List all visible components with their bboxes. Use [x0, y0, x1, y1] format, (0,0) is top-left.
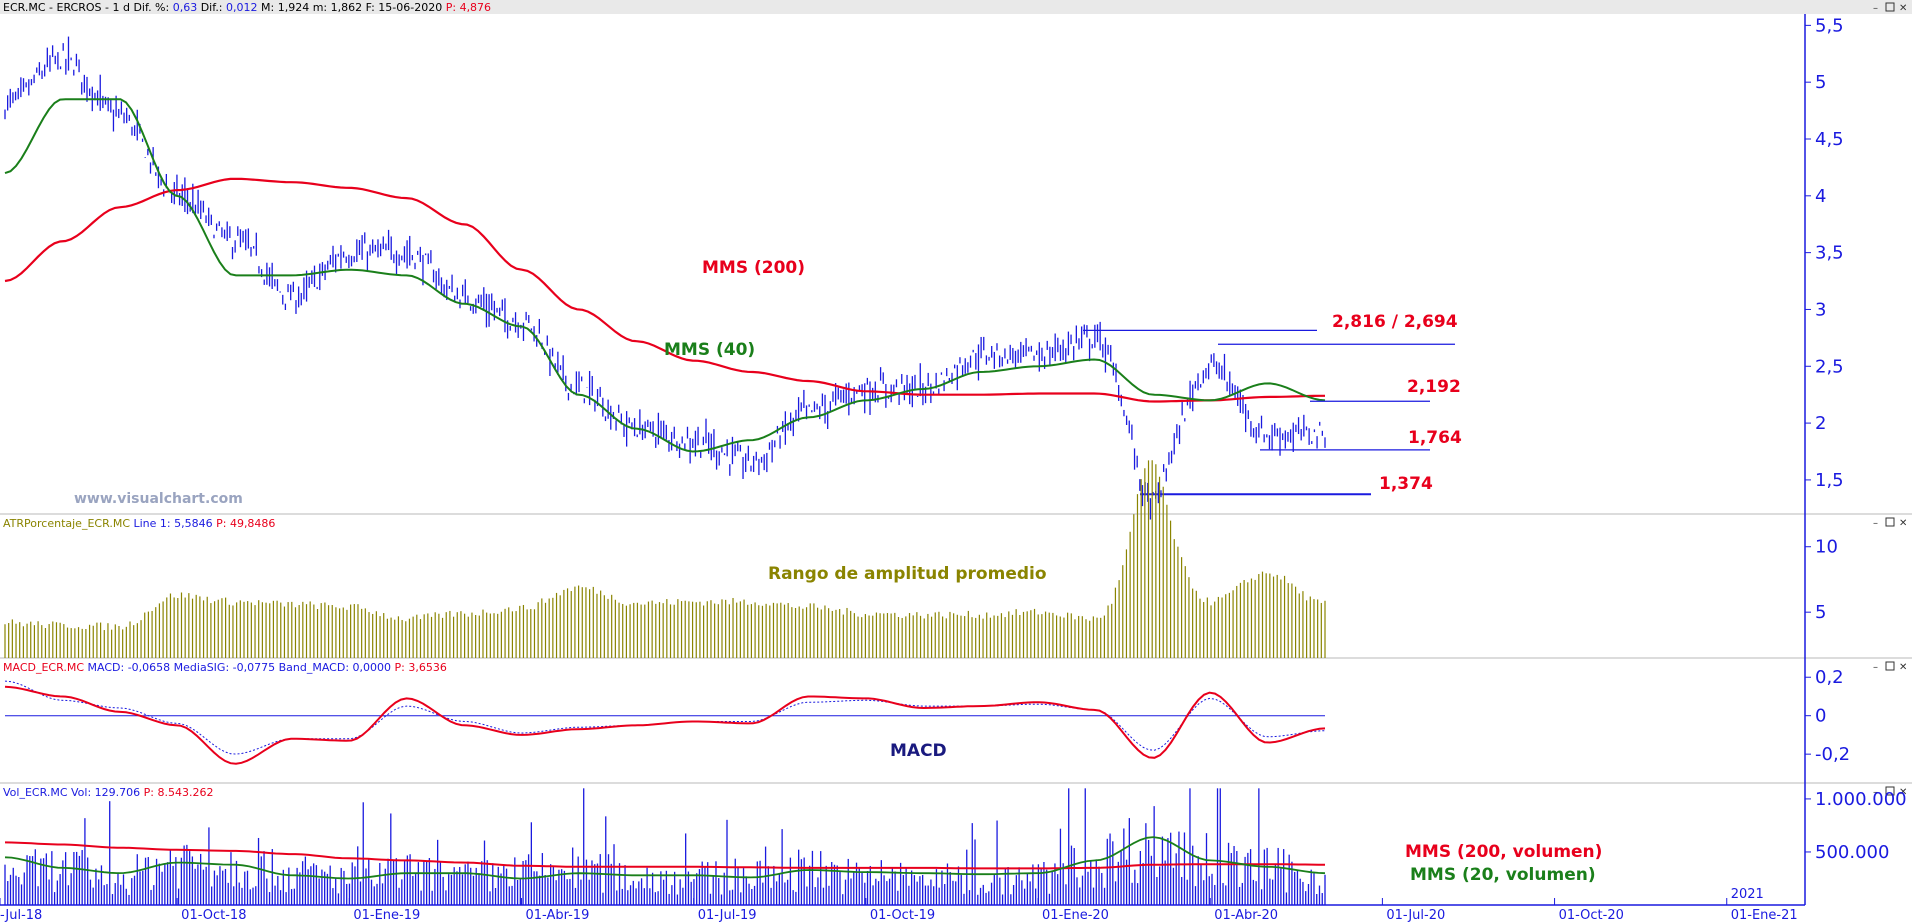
minimize-icon[interactable]: –: [1873, 3, 1878, 14]
volume-window-buttons[interactable]: – ✕: [1873, 786, 1907, 798]
y-tick-label: 4,5: [1815, 129, 1844, 150]
y-tick-label: 1,5: [1815, 470, 1844, 491]
x-tick-label: 01-Jul-20: [1386, 908, 1445, 922]
volume-header: Vol_ECR.MC Vol: 129.706 P: 8.543.262: [3, 786, 214, 799]
macd-header: MACD_ECR.MC MACD: -0,0658 MediaSIG: -0,0…: [3, 661, 447, 674]
y-tick-label: 5,5: [1815, 15, 1844, 36]
atr-label: Rango de amplitud promedio: [768, 564, 1047, 584]
price-header-dif-label: Dif.:: [197, 1, 222, 14]
x-tick-label: 01-Abr-19: [526, 908, 590, 922]
y-tick-label: 2: [1815, 413, 1826, 434]
x-tick-label: 01-Ene-19: [353, 908, 420, 922]
volume-bars: [4, 788, 1326, 905]
level-mid-label: 2,192: [1407, 377, 1461, 397]
volume-moving-averages: [4, 836, 1326, 880]
price-bars: [4, 36, 1326, 520]
mms20v-label: MMS (20, volumen): [1410, 865, 1596, 885]
y-tick-label: 3,5: [1815, 243, 1844, 264]
x-tick-label: 01-Jul-19: [698, 908, 757, 922]
mms40-line: [4, 98, 1326, 453]
atr-bars: [4, 460, 1326, 658]
signal-line: [4, 680, 1326, 755]
x-tick-label: 01-Ene-20: [1042, 908, 1109, 922]
mms200-line: [4, 177, 1325, 403]
mms200-label: MMS (200): [702, 258, 805, 278]
volume-close-icon[interactable]: ✕: [1899, 787, 1907, 798]
y-tick-label: 5: [1815, 72, 1826, 93]
price-header-difpct: 0,63: [169, 1, 197, 14]
macd-line: [4, 685, 1326, 765]
y-tick-label: 500.000: [1815, 842, 1889, 863]
macd-header-p: P: 3,6536: [391, 661, 447, 674]
mms200v-label: MMS (200, volumen): [1405, 842, 1602, 862]
volume-header-name: Vol_ECR.MC: [3, 786, 68, 799]
macd-label: MACD: [890, 741, 947, 761]
x-axis-ticks: -Jul-18 01-Oct-18 01-Ene-19 01-Abr-19 01-Jul…: [0, 887, 1798, 922]
x-tick-label: 01-Oct-18: [181, 908, 246, 922]
y-tick-label: 0: [1815, 706, 1826, 727]
volume-minimize-icon[interactable]: –: [1873, 787, 1878, 798]
macd-close-icon[interactable]: ✕: [1899, 662, 1907, 673]
price-header-symbol: ECR.MC - ERCROS -: [3, 1, 112, 14]
atr-header-p: P: 49,8486: [213, 517, 276, 530]
level-min-label: 1,374: [1379, 474, 1433, 494]
macd-header-values: MACD: -0,0658 MediaSIG: -0,0775 Band_MAC…: [84, 661, 391, 674]
y-tick-label: 0,2: [1815, 667, 1844, 688]
support-resistance-levels: [1083, 329, 1455, 496]
mms200v-line: [4, 841, 1325, 870]
y-tick-label: 2,5: [1815, 356, 1844, 377]
price-header-max: M: 1,924: [258, 1, 310, 14]
price-header-bar: [0, 0, 1912, 14]
atr-minimize-icon[interactable]: –: [1873, 518, 1878, 529]
y-axis-ticks: 1,5 2 2,5 3 3,5 4 4,5 5 5,5 5 10 -0,2 0 0,2 500.000 1.0…: [1805, 15, 1907, 863]
atr-header-line: Line 1: 5,5846: [130, 517, 213, 530]
price-header: ECR.MC - ERCROS - 1 d Dif. %: 0,63 Dif.:…: [3, 1, 491, 14]
price-header-period: 1 d: [112, 1, 129, 14]
macd-window-buttons[interactable]: – ✕: [1873, 661, 1907, 673]
y-tick-label: 5: [1815, 602, 1826, 623]
macd-minimize-icon[interactable]: –: [1873, 662, 1878, 673]
y-tick-label: -0,2: [1815, 744, 1850, 765]
close-icon[interactable]: ✕: [1899, 3, 1907, 14]
x-tick-label: 01-Oct-20: [1559, 908, 1624, 922]
price-moving-averages: [4, 98, 1326, 453]
atr-header-name: ATRPorcentaje_ECR.MC: [3, 517, 130, 530]
x-year-label: 2021: [1731, 887, 1764, 902]
atr-maximize-icon[interactable]: [1885, 517, 1895, 527]
level-low-label: 1,764: [1408, 428, 1462, 448]
macd-lines: [4, 680, 1326, 765]
x-tick-label: 01-Oct-19: [870, 908, 935, 922]
atr-close-icon[interactable]: ✕: [1899, 518, 1907, 529]
price-header-difpct-label: Dif. %:: [130, 1, 169, 14]
maximize-icon[interactable]: [1885, 2, 1895, 12]
volume-header-values: Vol: 129.706: [68, 786, 141, 799]
price-header-min: m: 1,862: [309, 1, 362, 14]
atr-header: ATRPorcentaje_ECR.MC Line 1: 5,5846 P: 4…: [3, 517, 275, 530]
macd-maximize-icon[interactable]: [1885, 661, 1895, 671]
atr-window-buttons[interactable]: – ✕: [1873, 517, 1907, 529]
mms40-label: MMS (40): [664, 340, 755, 360]
price-header-p: P: 4,876: [442, 1, 491, 14]
volume-header-p: P: 8.543.262: [140, 786, 213, 799]
macd-header-name: MACD_ECR.MC: [3, 661, 84, 674]
price-window-buttons[interactable]: – ✕: [1873, 2, 1907, 14]
y-tick-label: 10: [1815, 537, 1838, 558]
watermark: www.visualchart.com: [74, 491, 243, 507]
y-tick-label: 3: [1815, 299, 1826, 320]
y-tick-label: 4: [1815, 186, 1826, 207]
x-tick-label: -Jul-18: [0, 908, 42, 922]
price-header-dif: 0,012: [223, 1, 258, 14]
mms20v-line: [4, 836, 1326, 880]
volume-maximize-icon[interactable]: [1885, 786, 1895, 796]
y-tick-label: 1.000.000: [1815, 789, 1907, 810]
x-tick-label: 01-Abr-20: [1214, 908, 1278, 922]
price-header-date: F: 15-06-2020: [362, 1, 442, 14]
level-high-label: 2,816 / 2,694: [1332, 312, 1458, 332]
x-tick-label: 01-Ene-21: [1731, 908, 1798, 922]
